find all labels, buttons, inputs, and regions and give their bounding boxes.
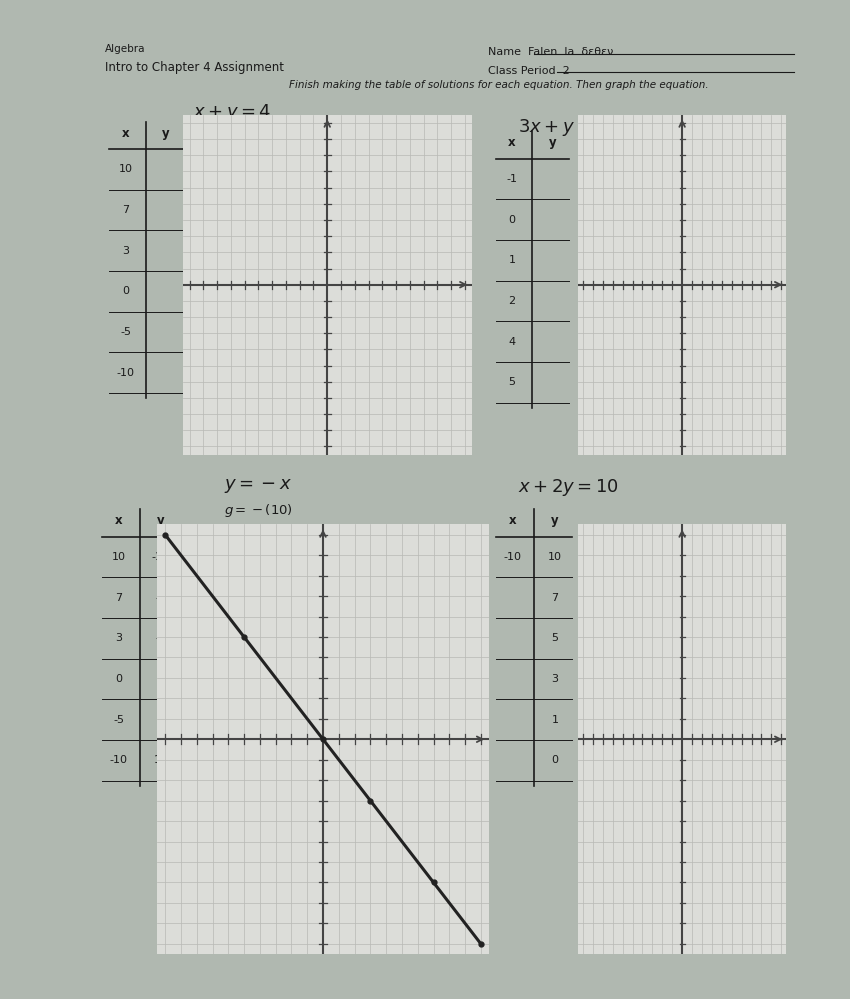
Text: 1: 1 <box>552 714 558 724</box>
Text: 0: 0 <box>122 287 129 297</box>
Text: -5: -5 <box>113 714 124 724</box>
Text: -10: -10 <box>504 551 522 561</box>
Text: 0: 0 <box>116 674 122 684</box>
Text: 0: 0 <box>157 674 164 684</box>
Text: 10: 10 <box>548 551 562 561</box>
Text: y: y <box>551 514 558 527</box>
Text: 2: 2 <box>508 296 516 306</box>
Text: 7: 7 <box>552 592 558 602</box>
Text: 7: 7 <box>122 205 129 215</box>
Text: x: x <box>115 514 122 527</box>
Text: y: y <box>162 127 170 140</box>
Text: -1: -1 <box>507 174 518 184</box>
Text: Class Period  2: Class Period 2 <box>488 66 570 76</box>
Text: $y = -x$: $y = -x$ <box>224 478 292 496</box>
Text: Finish making the table of solutions for each equation. Then graph the equation.: Finish making the table of solutions for… <box>289 80 709 90</box>
Text: x: x <box>122 127 129 140</box>
Text: -3: -3 <box>156 633 167 643</box>
Text: 3: 3 <box>552 674 558 684</box>
Text: $g = -(10)$: $g = -(10)$ <box>224 501 293 518</box>
Text: y: y <box>157 514 165 527</box>
Text: 4: 4 <box>508 337 516 347</box>
Text: 5: 5 <box>157 714 164 724</box>
Text: x: x <box>509 514 517 527</box>
Text: 10: 10 <box>112 551 126 561</box>
Text: -10: -10 <box>116 368 135 378</box>
Text: 3: 3 <box>116 633 122 643</box>
Text: 10: 10 <box>154 755 167 765</box>
Text: -10: -10 <box>152 551 170 561</box>
Text: 0: 0 <box>508 215 516 225</box>
Text: 7: 7 <box>116 592 122 602</box>
Text: $3x + y = 6$: $3x + y = 6$ <box>518 117 608 138</box>
Text: Name  Falen  la  δεθεν: Name Falen la δεθεν <box>488 47 614 57</box>
Text: 0: 0 <box>552 755 558 765</box>
Text: 5: 5 <box>508 378 516 388</box>
Text: 10: 10 <box>119 164 133 174</box>
Text: x: x <box>508 136 516 149</box>
Text: 3: 3 <box>122 246 129 256</box>
Text: -10: -10 <box>110 755 128 765</box>
Text: 1: 1 <box>508 256 516 266</box>
Text: $x + y = 4$: $x + y = 4$ <box>193 102 272 123</box>
Text: Algebra: Algebra <box>105 44 146 54</box>
Text: -5: -5 <box>120 327 131 337</box>
Text: y: y <box>548 136 556 149</box>
Text: $x + 2y = 10$: $x + 2y = 10$ <box>518 478 620 499</box>
Text: Intro to Chapter 4 Assignment: Intro to Chapter 4 Assignment <box>105 61 285 74</box>
Text: -7: -7 <box>156 592 167 602</box>
Text: 5: 5 <box>552 633 558 643</box>
